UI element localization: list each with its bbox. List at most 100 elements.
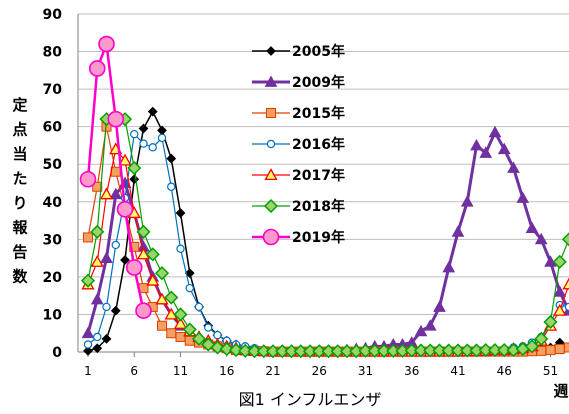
x-tick-label: 11 [173, 364, 188, 378]
data-point [140, 140, 147, 147]
data-point [555, 344, 564, 353]
data-point [136, 303, 151, 318]
legend-marker [267, 47, 275, 55]
data-point [167, 154, 175, 162]
data-point [471, 140, 482, 150]
data-point [177, 245, 184, 252]
y-tick-label: 20 [43, 270, 63, 286]
x-axis-label: 週 [553, 382, 568, 400]
data-point [185, 336, 194, 345]
legend-label: 2015年 [292, 105, 345, 122]
data-point [158, 126, 166, 134]
data-point [186, 285, 193, 292]
data-point [101, 253, 112, 263]
data-point [112, 306, 120, 314]
data-point [168, 183, 175, 190]
legend-marker [267, 109, 276, 118]
x-tick-label: 26 [312, 364, 327, 378]
y-axis-label-char: 報 [12, 219, 28, 237]
data-point [84, 233, 93, 242]
legend-label: 2016年 [292, 136, 345, 153]
y-tick-label: 90 [43, 7, 63, 23]
y-tick-label: 80 [43, 45, 63, 61]
x-tick-label: 41 [450, 364, 465, 378]
data-point [90, 61, 105, 76]
data-point [527, 223, 538, 233]
legend-label: 2018年 [292, 198, 345, 215]
data-point [158, 134, 165, 141]
data-point [158, 321, 167, 330]
legend-label: 2005年 [292, 43, 345, 60]
x-tick-label: 51 [543, 364, 558, 378]
data-point [101, 189, 112, 199]
legend-entry: 2016年 [252, 136, 345, 153]
data-point [167, 329, 176, 338]
data-point [81, 172, 96, 187]
x-tick-label: 6 [130, 364, 138, 378]
data-point [131, 131, 138, 138]
data-point [130, 175, 138, 183]
y-axis-label-char: 点 [12, 121, 27, 139]
data-point [462, 196, 473, 206]
x-tick-label: 1 [84, 364, 92, 378]
data-point [443, 262, 454, 272]
y-tick-label: 60 [43, 120, 63, 136]
y-axis-label-char: 当 [12, 145, 27, 163]
data-point [434, 301, 445, 311]
y-axis-label-char: り [12, 194, 27, 212]
x-tick-label: 16 [219, 364, 234, 378]
y-tick-label: 0 [52, 345, 62, 361]
data-point [99, 37, 114, 52]
legend-marker [264, 230, 279, 245]
data-point [195, 303, 202, 310]
y-tick-label: 30 [43, 232, 63, 248]
data-point [563, 233, 569, 245]
data-point [214, 332, 221, 339]
legend-label: 2017年 [292, 167, 345, 184]
chart-title: 図1 インフルエンザ [239, 390, 382, 409]
legend-label: 2019年 [292, 229, 345, 246]
legend-entry: 2009年 [252, 74, 345, 91]
data-point [94, 333, 101, 340]
x-tick-label: 21 [265, 364, 280, 378]
y-tick-label: 10 [43, 307, 63, 323]
data-point [112, 241, 119, 248]
data-point [565, 343, 569, 352]
x-tick-label: 46 [497, 364, 512, 378]
data-point [127, 260, 142, 275]
data-point [149, 144, 156, 151]
data-point [546, 346, 555, 355]
legend: 2005年 2009年 2015年 2016年 2017年 2018年 2019年 [252, 43, 345, 246]
y-axis-label-char: 定 [12, 96, 27, 114]
data-point [425, 320, 436, 330]
y-axis-label-char: た [12, 170, 27, 188]
legend-entry: 2005年 [252, 43, 345, 60]
data-point [564, 279, 569, 289]
data-point [205, 324, 212, 331]
data-point [490, 127, 501, 137]
legend-entry: 2019年 [252, 229, 345, 246]
data-point [139, 124, 147, 132]
data-point [108, 112, 123, 127]
data-point [118, 202, 133, 217]
y-tick-label: 50 [43, 157, 63, 173]
data-point [84, 341, 91, 348]
data-point [176, 209, 184, 217]
x-tick-label: 36 [404, 364, 419, 378]
legend-label: 2009年 [292, 74, 345, 91]
legend-entry: 2015年 [252, 105, 345, 122]
y-tick-label: 40 [43, 195, 63, 211]
data-point [176, 332, 185, 341]
legend-entry: 2018年 [252, 198, 345, 215]
legend-entry: 2017年 [252, 167, 345, 184]
y-axis-label-char: 数 [12, 268, 28, 286]
data-point [517, 193, 528, 203]
x-tick-label: 31 [358, 364, 373, 378]
data-point [565, 303, 569, 310]
y-axis-label-char: 告 [12, 243, 27, 261]
data-point [111, 167, 120, 176]
data-point [92, 294, 103, 304]
